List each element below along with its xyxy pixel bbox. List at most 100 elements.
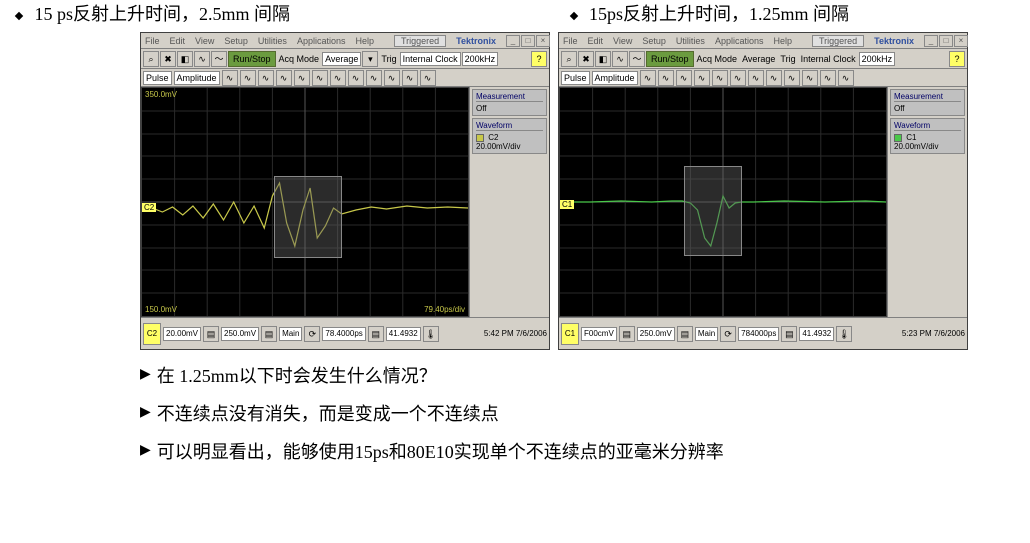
menu-utilities[interactable]: Utilities	[676, 36, 705, 46]
wave-icon[interactable]: ∿	[748, 70, 764, 86]
zoom-box[interactable]	[684, 166, 742, 256]
menu-utilities[interactable]: Utilities	[258, 36, 287, 46]
wave-icon[interactable]: ∿	[802, 70, 818, 86]
status-val[interactable]: 41.4932	[386, 327, 421, 341]
menu-setup[interactable]: Setup	[224, 36, 248, 46]
readout-bottom-right: 79.40ps/div	[424, 305, 465, 314]
wave-icon[interactable]: ∿	[384, 70, 400, 86]
acq-mode-select[interactable]: Average	[322, 52, 361, 66]
wave-icon[interactable]: ∿	[658, 70, 674, 86]
wave-icon[interactable]: ∿	[676, 70, 692, 86]
help-icon[interactable]: ?	[949, 51, 965, 67]
wave-icon[interactable]: ∿	[240, 70, 256, 86]
tool-icon[interactable]: ✖	[578, 51, 594, 67]
tool-icon[interactable]: ⌕	[561, 51, 577, 67]
minimize-button[interactable]: _	[924, 35, 938, 47]
tool-icon[interactable]: ▾	[362, 51, 378, 67]
zoom-box[interactable]	[274, 176, 342, 258]
tool-icon[interactable]: ◧	[595, 51, 611, 67]
temp-icon[interactable]: 🌡	[423, 326, 439, 342]
wave-icon[interactable]: ∿	[820, 70, 836, 86]
close-button[interactable]: ×	[954, 35, 968, 47]
tool-icon[interactable]: ⌕	[143, 51, 159, 67]
status-icon[interactable]: ▤	[203, 326, 219, 342]
status-pos[interactable]: 784000ps	[738, 327, 779, 341]
wave-icon[interactable]: ∿	[640, 70, 656, 86]
status-mode[interactable]: Main	[279, 327, 302, 341]
status-mode[interactable]: Main	[695, 327, 718, 341]
wave-icon[interactable]: ∿	[366, 70, 382, 86]
waveform-plot-b[interactable]: C1	[559, 87, 887, 317]
temp-icon[interactable]: 🌡	[836, 326, 852, 342]
status-vert[interactable]: 250.0mV	[637, 327, 675, 341]
wave-icon[interactable]: ∿	[712, 70, 728, 86]
status-icon[interactable]: ▤	[261, 326, 277, 342]
menu-view[interactable]: View	[195, 36, 214, 46]
measurement-value: Off	[894, 104, 961, 113]
status-vdiv[interactable]: F00cmV	[581, 327, 617, 341]
menu-help[interactable]: Help	[773, 36, 792, 46]
wave-icon[interactable]: ∿	[258, 70, 274, 86]
menu-file[interactable]: File	[563, 36, 578, 46]
rate-select[interactable]: 200kHz	[859, 52, 896, 66]
run-stop-button[interactable]: Run/Stop	[228, 51, 276, 67]
menu-help[interactable]: Help	[355, 36, 374, 46]
waveform-plot-a[interactable]: C2 350.0mV 150.0mV 79.40ps/div	[141, 87, 469, 317]
menu-file[interactable]: File	[145, 36, 160, 46]
status-vdiv[interactable]: 20.00mV	[163, 327, 201, 341]
bullet-text-block: 在 1.25mm以下时会发生什么情况？ 不连续点没有消失，而是变成一个不连续点 …	[10, 350, 1020, 464]
rate-select[interactable]: 200kHz	[462, 52, 499, 66]
wave-icon[interactable]: ∿	[766, 70, 782, 86]
menu-view[interactable]: View	[613, 36, 632, 46]
menu-edit[interactable]: Edit	[170, 36, 186, 46]
help-icon[interactable]: ?	[531, 51, 547, 67]
status-channel[interactable]: C1	[561, 323, 579, 345]
menu-applications[interactable]: Applications	[297, 36, 346, 46]
status-vert[interactable]: 250.0mV	[221, 327, 259, 341]
menu-edit[interactable]: Edit	[588, 36, 604, 46]
tool-icon[interactable]: ∿	[194, 51, 210, 67]
readout-top-left: 350.0mV	[145, 90, 177, 99]
wave-icon[interactable]: ∿	[312, 70, 328, 86]
amplitude-select[interactable]: Amplitude	[592, 71, 638, 85]
menu-applications[interactable]: Applications	[715, 36, 764, 46]
status-icon[interactable]: ▤	[781, 326, 797, 342]
wave-icon[interactable]: ∿	[784, 70, 800, 86]
minimize-button[interactable]: _	[506, 35, 520, 47]
waveform-title: Waveform	[894, 121, 961, 131]
waveform-swatch-icon	[894, 134, 902, 142]
trig-select[interactable]: Internal Clock	[400, 52, 461, 66]
pulse-select[interactable]: Pulse	[561, 71, 590, 85]
pulse-select[interactable]: Pulse	[143, 71, 172, 85]
status-icon[interactable]: ▤	[677, 326, 693, 342]
menu-setup[interactable]: Setup	[642, 36, 666, 46]
tool-icon[interactable]: ∿	[612, 51, 628, 67]
wave-icon[interactable]: ∿	[838, 70, 854, 86]
status-icon[interactable]: ⟳	[304, 326, 320, 342]
status-icon[interactable]: ⟳	[720, 326, 736, 342]
wave-icon[interactable]: ∿	[730, 70, 746, 86]
tool-icon[interactable]: 〜	[629, 51, 645, 67]
maximize-button[interactable]: □	[939, 35, 953, 47]
channel-label: C2	[142, 203, 156, 212]
wave-icon[interactable]: ∿	[294, 70, 310, 86]
wave-icon[interactable]: ∿	[694, 70, 710, 86]
close-button[interactable]: ×	[536, 35, 550, 47]
tool-icon[interactable]: 〜	[211, 51, 227, 67]
wave-icon[interactable]: ∿	[348, 70, 364, 86]
status-icon[interactable]: ▤	[619, 326, 635, 342]
status-val[interactable]: 41.4932	[799, 327, 834, 341]
status-icon[interactable]: ▤	[368, 326, 384, 342]
run-stop-button[interactable]: Run/Stop	[646, 51, 694, 67]
wave-icon[interactable]: ∿	[402, 70, 418, 86]
amplitude-select[interactable]: Amplitude	[174, 71, 220, 85]
wave-icon[interactable]: ∿	[222, 70, 238, 86]
wave-icon[interactable]: ∿	[420, 70, 436, 86]
wave-icon[interactable]: ∿	[276, 70, 292, 86]
status-pos[interactable]: 78.4000ps	[322, 327, 365, 341]
status-channel[interactable]: C2	[143, 323, 161, 345]
maximize-button[interactable]: □	[521, 35, 535, 47]
wave-icon[interactable]: ∿	[330, 70, 346, 86]
tool-icon[interactable]: ✖	[160, 51, 176, 67]
tool-icon[interactable]: ◧	[177, 51, 193, 67]
